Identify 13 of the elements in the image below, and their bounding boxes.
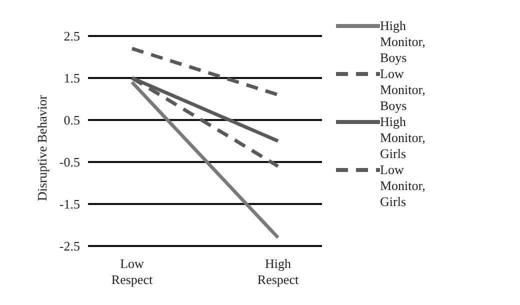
x-tick-label: Low Respect: [111, 256, 153, 287]
legend-label: High Monitor, Boys: [380, 18, 426, 66]
y-tick-label: -1.5: [59, 196, 80, 212]
legend-label: Low Monitor, Girls: [380, 162, 426, 210]
y-tick-label: 1.5: [64, 70, 80, 86]
x-tick-label: High Respect: [257, 256, 299, 287]
y-tick-label: 0.5: [64, 112, 80, 128]
y-axis-title: Disruptive Behavior: [34, 94, 50, 201]
y-tick-label: 2.5: [64, 28, 80, 44]
y-tick-label: -0.5: [59, 154, 80, 170]
legend-label: Low Monitor, Boys: [380, 66, 426, 114]
y-tick-label: -2.5: [59, 238, 80, 254]
legend-label: High Monitor, Girls: [380, 114, 426, 162]
